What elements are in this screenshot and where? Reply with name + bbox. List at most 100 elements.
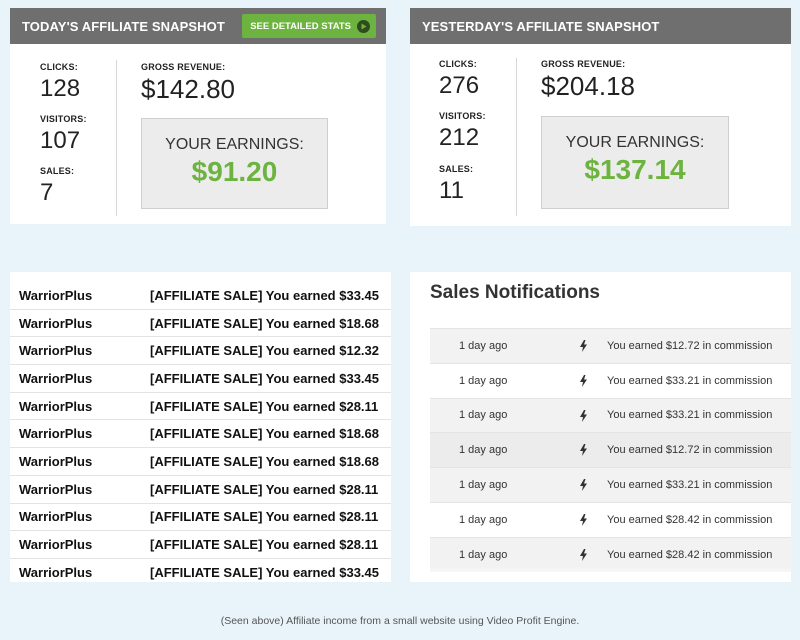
yesterday-revenue-label: GROSS REVENUE: [541,59,626,69]
email-sender: WarriorPlus [19,287,93,303]
see-detailed-stats-button[interactable]: SEE DETAILED STATS [242,14,376,38]
image-caption: (Seen above) Affiliate income from a sma… [220,615,580,627]
email-subject: [AFFILIATE SALE] You earned $12.32 [150,343,379,359]
yesterday-earnings-label: YOUR EARNINGS: [565,134,705,151]
email-row[interactable]: WarriorPlus [AFFILIATE SALE] You earned $… [10,337,391,366]
bolt-icon [580,548,587,561]
today-snapshot-card: TODAY'S AFFILIATE SNAPSHOT SEE DETAILED … [10,8,386,224]
email-sender: WarriorPlus [19,315,93,331]
email-sender: WarriorPlus [19,564,93,580]
today-sales-value: 7 [40,179,54,206]
today-snapshot-header: TODAY'S AFFILIATE SNAPSHOT SEE DETAILED … [10,8,386,44]
notification-time: 1 day ago [459,444,508,457]
email-row[interactable]: WarriorPlus [AFFILIATE SALE] You earned $… [10,531,391,559]
today-revenue-label: GROSS REVENUE: [141,62,226,72]
yesterday-clicks-label: CLICKS: [439,59,477,69]
notification-row[interactable]: 1 day ago You earned $33.21 in commissio… [430,467,791,502]
yesterday-snapshot-title: YESTERDAY'S AFFILIATE SNAPSHOT [422,18,660,34]
today-clicks-label: CLICKS: [40,62,78,72]
email-sender: WarriorPlus [19,537,93,553]
notification-message: You earned $12.72 in commission [607,339,773,352]
notification-time: 1 day ago [459,548,508,561]
notification-row[interactable]: 1 day ago You earned $12.72 in commissio… [430,432,791,468]
yesterday-snapshot-body: CLICKS: 276 VISITORS: 212 SALES: 11 GROS… [410,44,791,226]
yesterday-divider [516,58,517,216]
email-row[interactable]: WarriorPlus [AFFILIATE SALE] You earned $… [10,282,391,310]
bolt-icon [580,340,587,352]
email-row[interactable]: WarriorPlus [AFFILIATE SALE] You earned $… [10,420,391,449]
notification-message: You earned $33.21 in commission [607,479,773,492]
notification-message: You earned $28.42 in commission [607,513,773,526]
today-snapshot-body: CLICKS: 128 VISITORS: 107 SALES: 7 GROSS… [10,44,386,224]
email-row[interactable]: WarriorPlus [AFFILIATE SALE] You earned $… [10,448,391,476]
today-earnings-value: $91.20 [191,156,278,187]
sales-notifications-panel: Sales Notifications 1 day ago You earned… [410,272,791,582]
notification-message: You earned $33.21 in commission [607,374,773,387]
email-subject: [AFFILIATE SALE] You earned $18.68 [150,426,379,442]
list-fade [410,566,791,582]
email-sender: WarriorPlus [19,426,93,442]
yesterday-earnings-box: YOUR EARNINGS: $137.14 [541,116,729,209]
notification-time: 1 day ago [459,409,508,422]
today-revenue-value: $142.80 [141,74,235,104]
notification-time: 1 day ago [459,513,508,526]
notification-row[interactable]: 1 day ago You earned $28.42 in commissio… [430,536,791,572]
email-subject: [AFFILIATE SALE] You earned $28.11 [150,509,379,525]
yesterday-clicks-value: 276 [439,72,480,99]
notification-time: 1 day ago [459,479,508,492]
email-subject: [AFFILIATE SALE] You earned $28.11 [150,537,379,553]
yesterday-earnings-value: $137.14 [584,154,686,185]
bolt-icon [580,444,587,457]
email-row[interactable]: WarriorPlus [AFFILIATE SALE] You earned $… [10,365,391,393]
yesterday-revenue-value: $204.18 [541,71,635,101]
email-row[interactable]: WarriorPlus [AFFILIATE SALE] You earned $… [10,310,391,338]
email-subject: [AFFILIATE SALE] You earned $18.68 [150,453,379,469]
yesterday-sales-label: SALES: [439,164,474,174]
email-sender: WarriorPlus [19,453,93,469]
yesterday-snapshot-card: YESTERDAY'S AFFILIATE SNAPSHOT CLICKS: 2… [410,8,791,226]
bolt-icon [580,479,587,492]
notification-row[interactable]: 1 day ago You earned $12.72 in commissio… [430,328,791,363]
email-row[interactable]: WarriorPlus [AFFILIATE SALE] You earned $… [10,504,391,532]
today-divider [116,60,117,216]
today-earnings-label: YOUR EARNINGS: [165,136,304,153]
affiliate-sale-email-list: WarriorPlus [AFFILIATE SALE] You earned $… [10,272,391,582]
notification-row[interactable]: 1 day ago You earned $33.21 in commissio… [430,362,791,398]
email-row[interactable]: WarriorPlus [AFFILIATE SALE] You earned $… [10,393,391,421]
sales-notifications-list: 1 day ago You earned $12.72 in commissio… [430,328,791,572]
email-subject: [AFFILIATE SALE] You earned $28.11 [150,398,379,414]
bolt-icon [580,513,587,526]
email-sender: WarriorPlus [19,343,93,359]
email-sender: WarriorPlus [19,509,93,525]
notification-message: You earned $12.72 in commission [607,444,773,457]
email-subject: [AFFILIATE SALE] You earned $33.45 [150,370,379,386]
email-sender: WarriorPlus [19,481,93,497]
sales-notifications-title: Sales Notifications [430,282,600,303]
today-earnings-box: YOUR EARNINGS: $91.20 [141,118,328,209]
notification-message: You earned $33.21 in commission [607,409,773,422]
today-sales-label: SALES: [40,166,75,176]
today-snapshot-title: TODAY'S AFFILIATE SNAPSHOT [22,18,225,34]
today-visitors-value: 107 [40,127,81,154]
email-row[interactable]: WarriorPlus [AFFILIATE SALE] You earned $… [10,559,391,582]
play-icon [357,19,370,33]
email-sender: WarriorPlus [19,398,93,414]
see-detailed-stats-label: SEE DETAILED STATS [250,20,351,32]
email-subject: [AFFILIATE SALE] You earned $18.68 [150,315,379,331]
bolt-icon [580,409,587,422]
notification-time: 1 day ago [459,339,508,352]
email-row[interactable]: WarriorPlus [AFFILIATE SALE] You earned $… [10,476,391,504]
email-subject: [AFFILIATE SALE] You earned $33.45 [150,564,379,580]
today-visitors-label: VISITORS: [40,114,87,124]
yesterday-sales-value: 11 [439,177,464,204]
notification-time: 1 day ago [459,374,508,387]
notification-message: You earned $28.42 in commission [607,548,773,561]
email-subject: [AFFILIATE SALE] You earned $28.11 [150,481,379,497]
yesterday-visitors-value: 212 [439,124,480,151]
bolt-icon [580,374,587,387]
yesterday-visitors-label: VISITORS: [439,111,486,121]
notification-row[interactable]: 1 day ago You earned $28.42 in commissio… [430,501,791,537]
today-clicks-value: 128 [40,75,81,102]
yesterday-snapshot-header: YESTERDAY'S AFFILIATE SNAPSHOT [410,8,791,44]
notification-row[interactable]: 1 day ago You earned $33.21 in commissio… [430,397,791,433]
